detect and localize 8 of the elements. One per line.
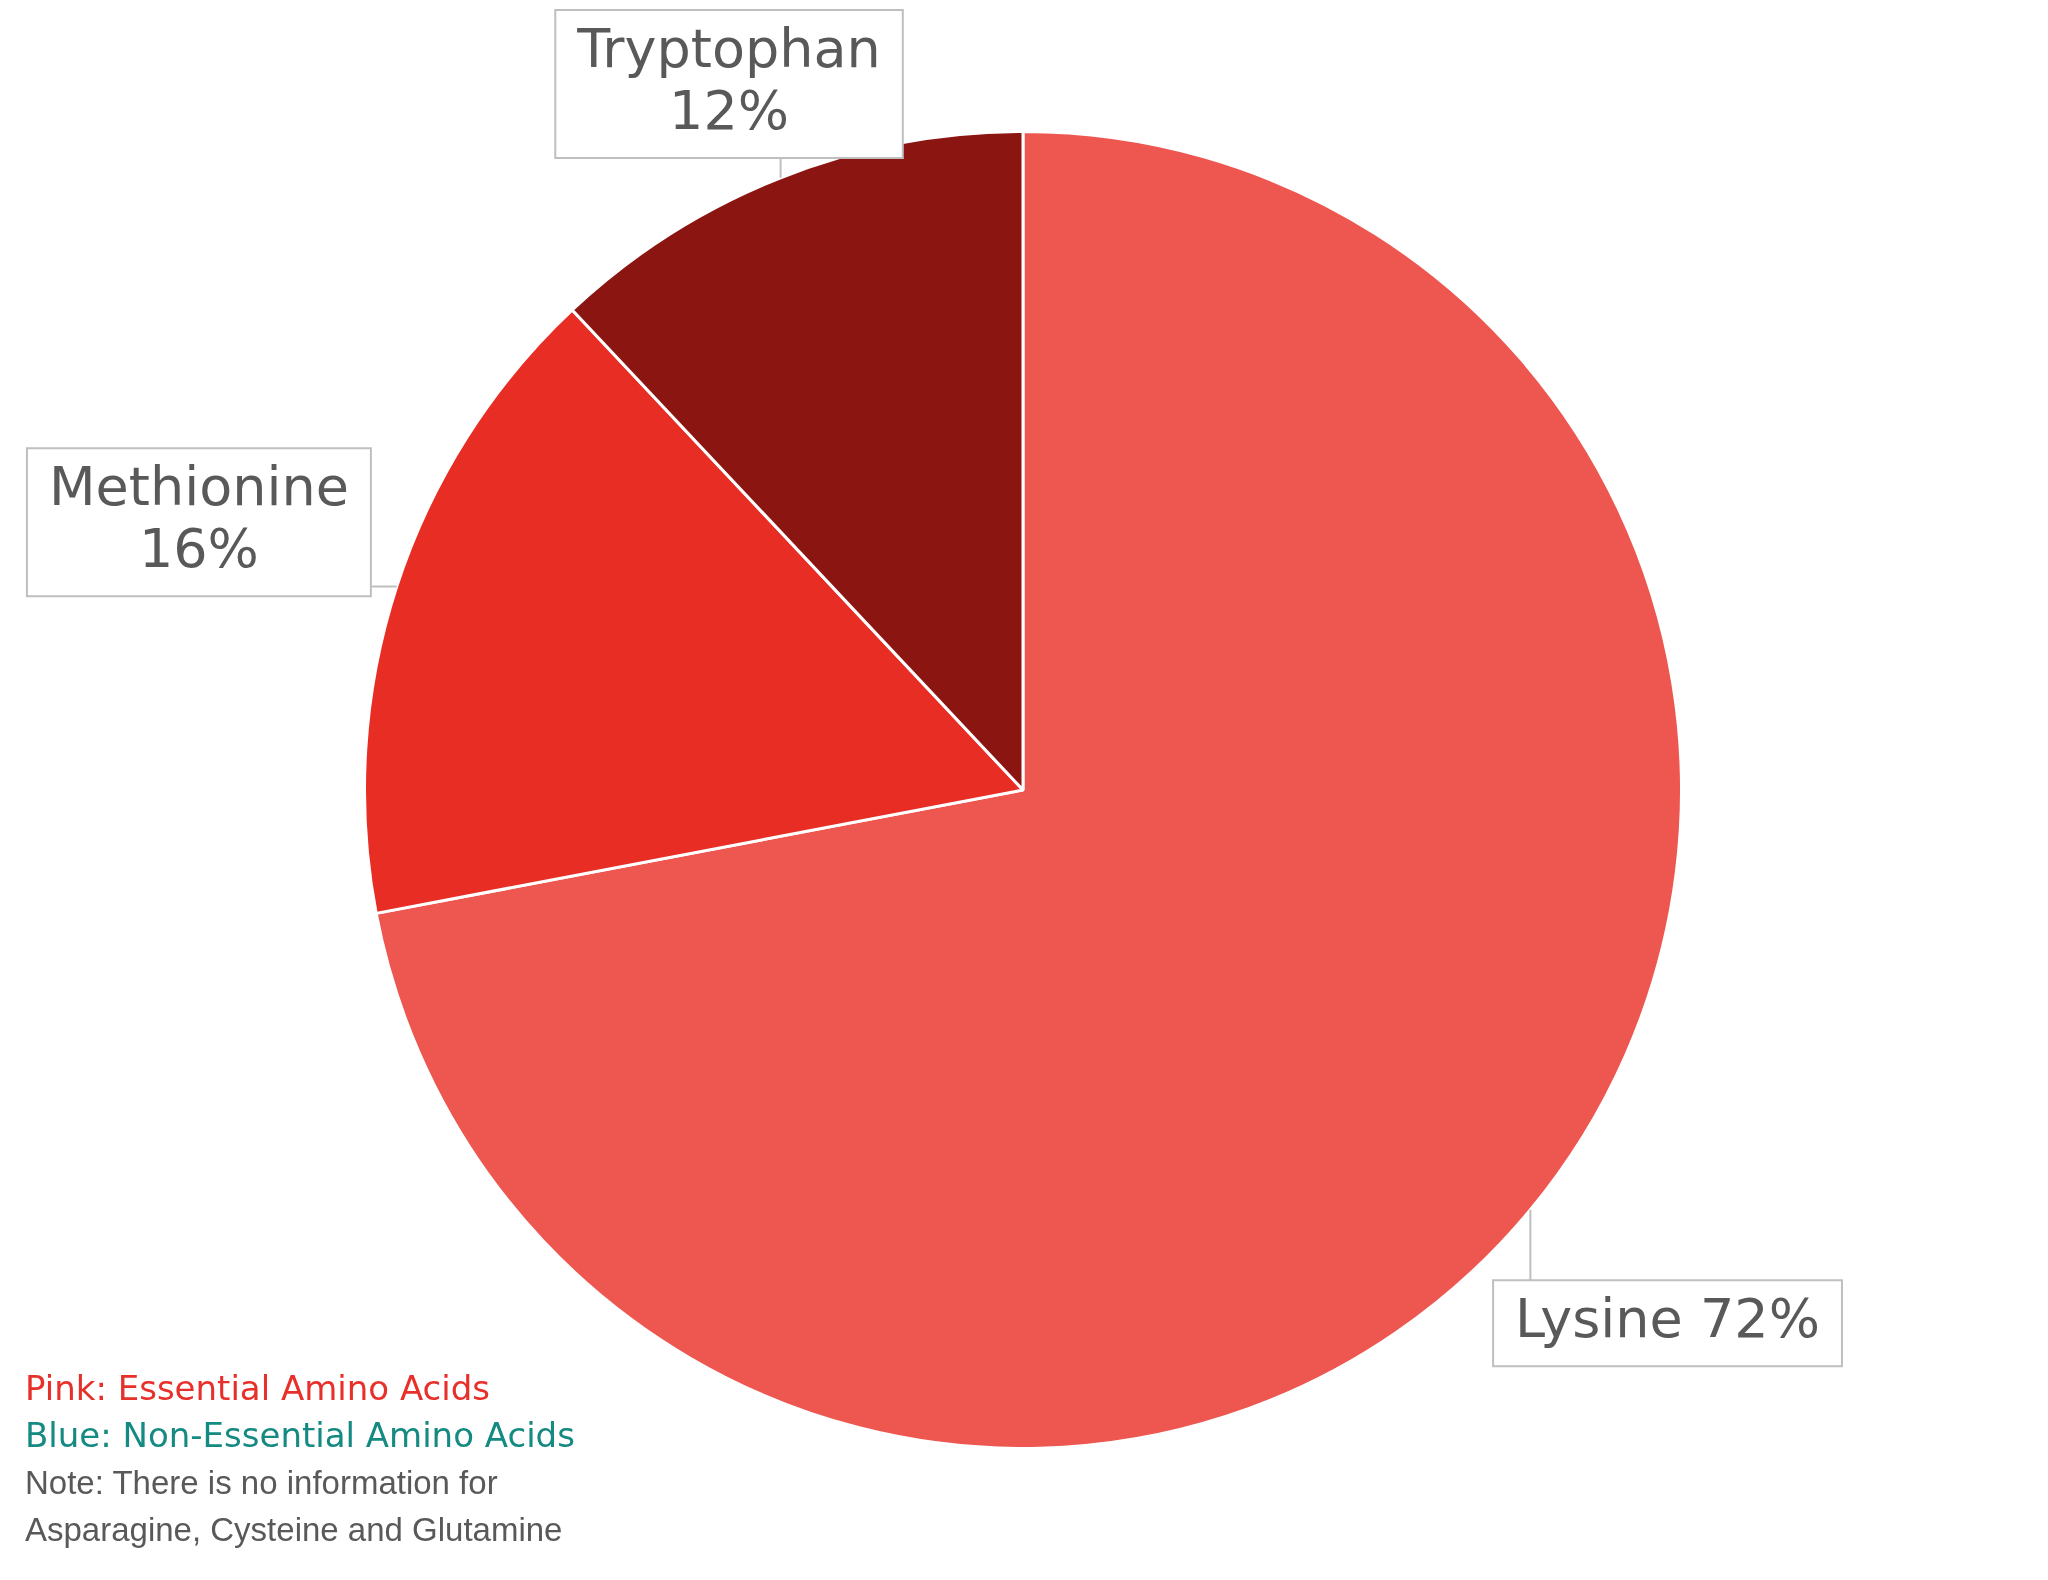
- text: Pink: Essential Amino Acids: [25, 1367, 492, 1410]
- data-label: 16%: [138, 517, 259, 581]
- slice-label: Lysine 72%: [1515, 1287, 1820, 1351]
- slice-label: Methionine: [48, 455, 349, 519]
- slice-label: Tryptophan: [576, 17, 881, 81]
- data-label: 12%: [669, 79, 790, 143]
- text: Note: There is no information for Asparagine, Cysteine and Glutamine: [25, 1463, 564, 1550]
- text: Blue: Non-Essential Amino Acids: [25, 1414, 576, 1457]
